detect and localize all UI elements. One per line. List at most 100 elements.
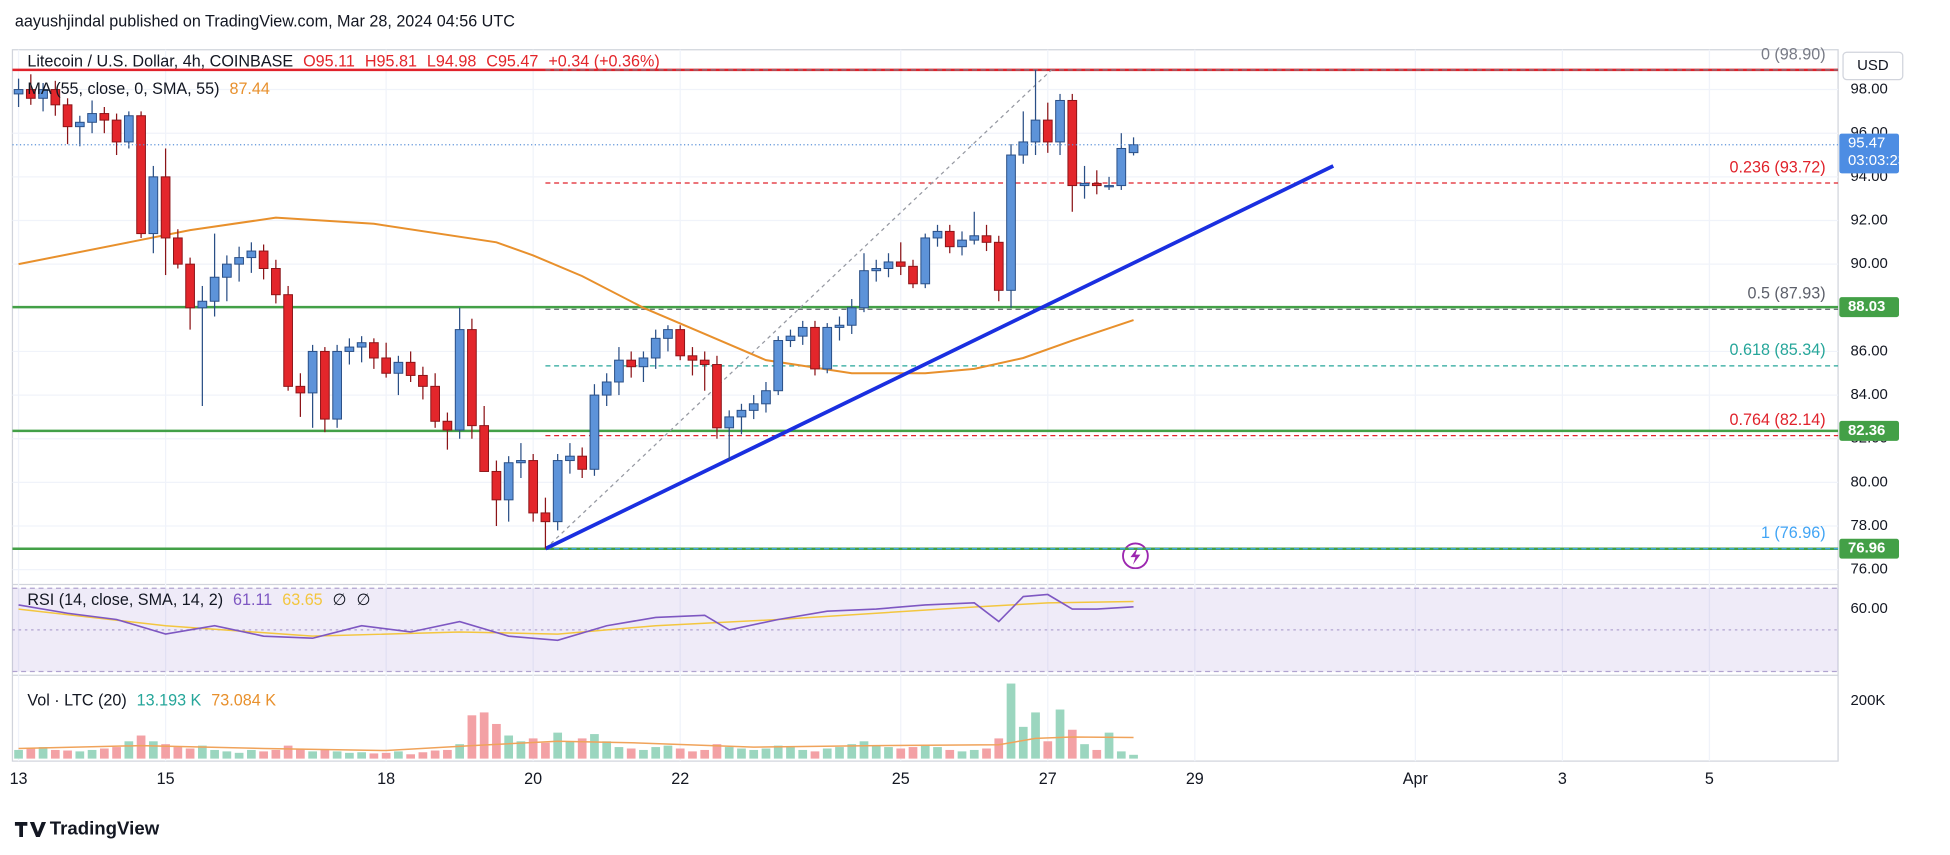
last-price-label: 95.47 xyxy=(1848,134,1885,151)
volume-bar xyxy=(565,741,575,759)
volume-bar xyxy=(271,749,281,759)
volume-bar xyxy=(467,715,477,759)
candle-body xyxy=(503,462,514,501)
y-tick-label: 92.00 xyxy=(1851,211,1888,228)
candle-body xyxy=(87,113,97,123)
sma-line xyxy=(18,216,1134,375)
volume-bar xyxy=(908,747,918,759)
volume-bar xyxy=(87,749,97,759)
y-tick-label: 84.00 xyxy=(1851,386,1888,403)
candle-body xyxy=(810,326,820,370)
candle-body xyxy=(222,263,232,278)
x-tick-label: 18 xyxy=(377,770,395,788)
candle-body xyxy=(295,385,306,394)
candle-body xyxy=(283,294,293,387)
volume-bar xyxy=(786,747,795,759)
candle-body xyxy=(650,337,661,359)
fib-label: 1 (76.96) xyxy=(1761,524,1826,542)
volume-bar xyxy=(63,750,72,759)
candle-body xyxy=(920,237,931,285)
volume-bar xyxy=(1129,754,1138,759)
candle-body xyxy=(13,89,24,95)
candle-body xyxy=(834,324,845,328)
volume-bar xyxy=(492,723,501,759)
volume-bar xyxy=(332,751,342,759)
volume-bar xyxy=(455,744,465,759)
candle-body xyxy=(50,89,61,106)
volume-bar xyxy=(26,748,36,759)
volume-bar xyxy=(859,741,869,759)
x-tick-label: 22 xyxy=(671,770,689,788)
candle-body xyxy=(136,115,146,235)
volume-bar xyxy=(1043,741,1053,759)
candle-body xyxy=(1030,119,1041,143)
candle-body xyxy=(797,326,808,337)
candle-body xyxy=(895,261,906,267)
volume-bar xyxy=(773,745,783,759)
level-price-label: 82.36 xyxy=(1848,422,1885,439)
candle-body xyxy=(577,455,588,470)
volume-bar xyxy=(969,749,979,759)
volume-bar xyxy=(283,745,293,759)
candle-body xyxy=(761,390,771,405)
ohlc-value: O95.11 xyxy=(303,52,355,70)
volume-bar xyxy=(247,749,256,759)
candle-body xyxy=(1018,141,1029,156)
currency-box[interactable] xyxy=(1842,51,1904,81)
candle-body xyxy=(638,357,649,368)
ohlc-value: L94.98 xyxy=(427,52,476,70)
candle-body xyxy=(589,394,600,470)
candle-body xyxy=(1091,182,1102,187)
plot-frame xyxy=(11,49,1839,762)
candle-body xyxy=(846,307,857,326)
candle-body xyxy=(908,265,918,285)
currency: USD xyxy=(1857,57,1889,74)
volume-bar xyxy=(847,744,857,759)
volume-bar xyxy=(798,749,808,759)
event-bolt xyxy=(1130,547,1141,565)
volume-bar xyxy=(884,747,893,759)
volume-bar xyxy=(626,748,636,759)
candle-body xyxy=(381,357,391,374)
candle-body xyxy=(393,361,404,374)
countdown: 03:03:23 xyxy=(1848,152,1906,169)
candle-body xyxy=(442,420,453,431)
candle-body xyxy=(234,257,244,265)
volume-bar xyxy=(1080,744,1089,759)
volume-bar xyxy=(479,712,489,759)
volume-bar xyxy=(663,745,673,759)
rsi-legend: RSI (14, close, SMA, 14, 2) xyxy=(27,591,223,609)
candle-body xyxy=(172,237,183,265)
volume-bar xyxy=(99,748,109,759)
candle-body xyxy=(675,329,686,357)
candle-body xyxy=(712,364,722,429)
volume-bar xyxy=(222,751,232,759)
candle-body xyxy=(552,460,563,523)
volume-bar xyxy=(259,751,268,759)
publisher-line: aayushjindal published on TradingView.co… xyxy=(15,13,515,31)
volume-bar xyxy=(590,734,599,759)
candle-body xyxy=(1128,144,1139,154)
candle-body xyxy=(1006,154,1016,291)
candle-body xyxy=(699,359,710,366)
chart-title: Litecoin / U.S. Dollar, 4h, COINBASE xyxy=(27,52,293,70)
volume-bar xyxy=(173,747,183,759)
rsi-value: ∅ xyxy=(333,591,347,609)
candle-body xyxy=(1055,99,1065,143)
volume-bar xyxy=(1031,712,1040,759)
volume-bar xyxy=(38,747,48,759)
candle-body xyxy=(687,355,698,361)
volume-bar xyxy=(957,751,967,759)
candle-body xyxy=(160,176,171,239)
last-price-box xyxy=(1839,133,1900,174)
volume-bar xyxy=(700,749,710,759)
volume-bar xyxy=(675,748,685,759)
y-tick-label: 76.00 xyxy=(1851,561,1888,578)
volume-bar xyxy=(75,751,85,759)
candle-body xyxy=(491,470,502,501)
volume-bar xyxy=(504,735,514,759)
x-tick-label: 5 xyxy=(1705,770,1714,788)
